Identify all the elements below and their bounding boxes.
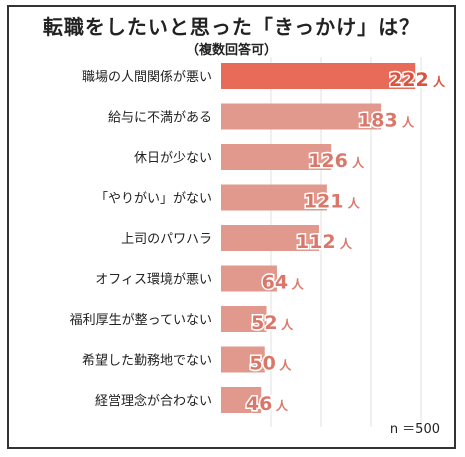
bar xyxy=(221,144,332,170)
category-label: オフィス環境が悪い xyxy=(95,273,212,288)
value-label: 64 xyxy=(262,272,288,294)
value-label: 222 xyxy=(389,69,429,91)
value-label: 121 xyxy=(304,191,344,213)
bar xyxy=(221,225,319,251)
value-label: 46 xyxy=(246,393,272,415)
bar xyxy=(221,63,416,89)
unit-label: 人 xyxy=(292,277,305,292)
value-label: 112 xyxy=(296,231,336,253)
unit-label: 人 xyxy=(348,196,361,211)
unit-label: 人 xyxy=(279,358,292,373)
value-label: 183 xyxy=(358,110,398,132)
category-label: 上司のパワハラ xyxy=(121,232,212,247)
unit-label: 人 xyxy=(433,74,446,89)
chart-subtitle: （複数回答可） xyxy=(185,43,277,58)
bar xyxy=(221,265,277,292)
value-label: 126 xyxy=(308,150,348,172)
category-label: 希望した勤務地でない xyxy=(82,353,212,369)
bar xyxy=(221,346,265,373)
category-label: 職場の人間関係が悪い xyxy=(82,70,212,85)
category-label: 休日が少ない xyxy=(134,151,212,166)
unit-label: 人 xyxy=(276,398,289,413)
unit-label: 人 xyxy=(281,317,294,332)
category-label: 給与に不満がある xyxy=(108,111,212,126)
value-label: 50 xyxy=(249,353,275,375)
chart-frame: 転職をしたいと思った「きっかけ」は？ （複数回答可） 職場の人間関係が悪い 222… xyxy=(7,5,456,449)
category-label: 経営理念が合わない xyxy=(95,393,212,409)
sample-size-note: n ＝500 xyxy=(389,422,440,437)
category-label: 福利厚生が整っていない xyxy=(70,313,212,328)
category-label: 「やりがい」がない xyxy=(95,192,212,207)
bar xyxy=(221,103,382,130)
unit-label: 人 xyxy=(340,236,353,251)
bar xyxy=(221,306,267,332)
value-label: 52 xyxy=(251,312,277,334)
unit-label: 人 xyxy=(402,115,415,130)
unit-label: 人 xyxy=(352,155,365,170)
bar xyxy=(221,387,262,413)
chart-title: 転職をしたいと思った「きっかけ」は？ xyxy=(42,15,421,39)
bar xyxy=(221,184,327,211)
